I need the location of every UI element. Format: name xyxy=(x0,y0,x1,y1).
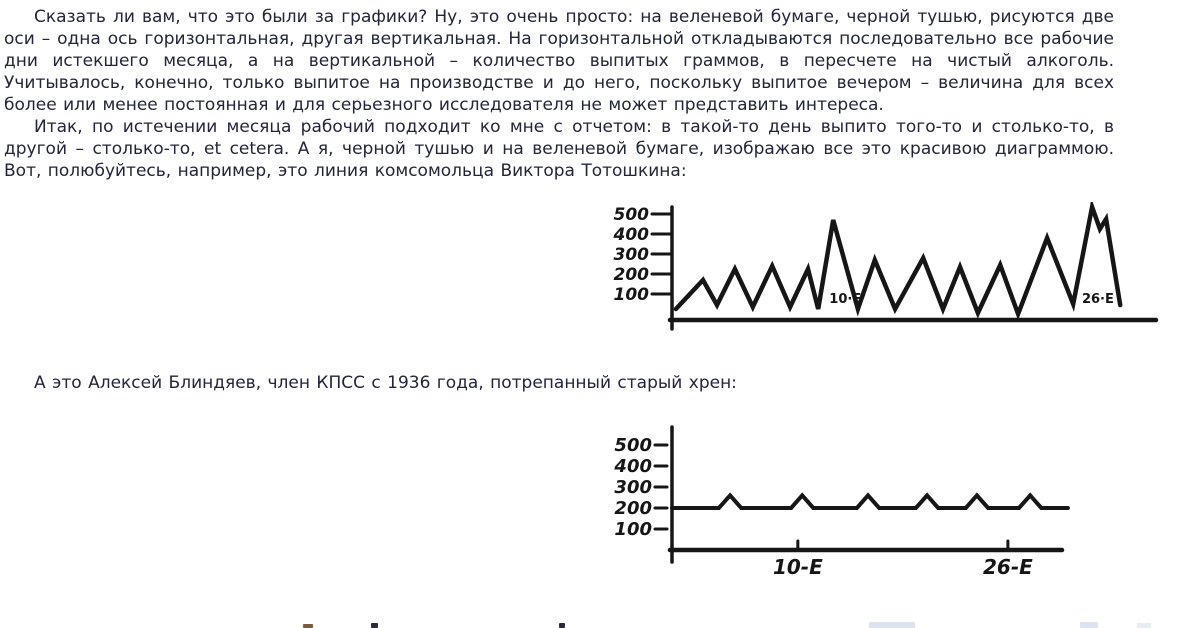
clipped-text-fragment xyxy=(303,624,313,628)
svg-text:100: 100 xyxy=(614,285,650,305)
blindyaev-chart: 500 400 300 200 100 10-Е 26-Е xyxy=(600,424,1164,583)
svg-text:300: 300 xyxy=(614,245,650,265)
svg-text:300: 300 xyxy=(614,477,652,498)
svg-text:26-Е: 26-Е xyxy=(983,555,1033,579)
svg-text:500: 500 xyxy=(614,435,652,456)
svg-text:400: 400 xyxy=(613,456,652,477)
svg-text:400: 400 xyxy=(613,225,650,245)
text-column: Сказать ли вам, что это были за графики?… xyxy=(4,7,1164,583)
svg-text:26·Е: 26·Е xyxy=(1082,292,1114,307)
clipped-text-fragment xyxy=(559,623,565,628)
totoshkin-chart: 500 400 300 200 100 10·Е 26·Е xyxy=(600,198,1164,346)
clipped-text-fragment xyxy=(371,623,378,628)
paragraph-graphs-intro: Сказать ли вам, что это были за графики?… xyxy=(4,7,1114,115)
clipped-text-fragment xyxy=(1137,623,1151,628)
svg-text:10·Е: 10·Е xyxy=(829,292,861,307)
svg-text:200: 200 xyxy=(614,498,652,519)
paragraph-blindyaev-intro: А это Алексей Блиндяев, член КПСС с 1936… xyxy=(34,373,737,393)
svg-text:100: 100 xyxy=(614,519,652,540)
svg-text:10-Е: 10-Е xyxy=(773,555,823,579)
paragraph-totoshkin-intro: Итак, по истечении месяца рабочий подход… xyxy=(4,117,1114,181)
svg-text:200: 200 xyxy=(614,265,650,285)
clipped-text-fragment xyxy=(1080,622,1098,628)
svg-text:500: 500 xyxy=(614,205,650,225)
clipped-text-fragment xyxy=(869,622,915,628)
